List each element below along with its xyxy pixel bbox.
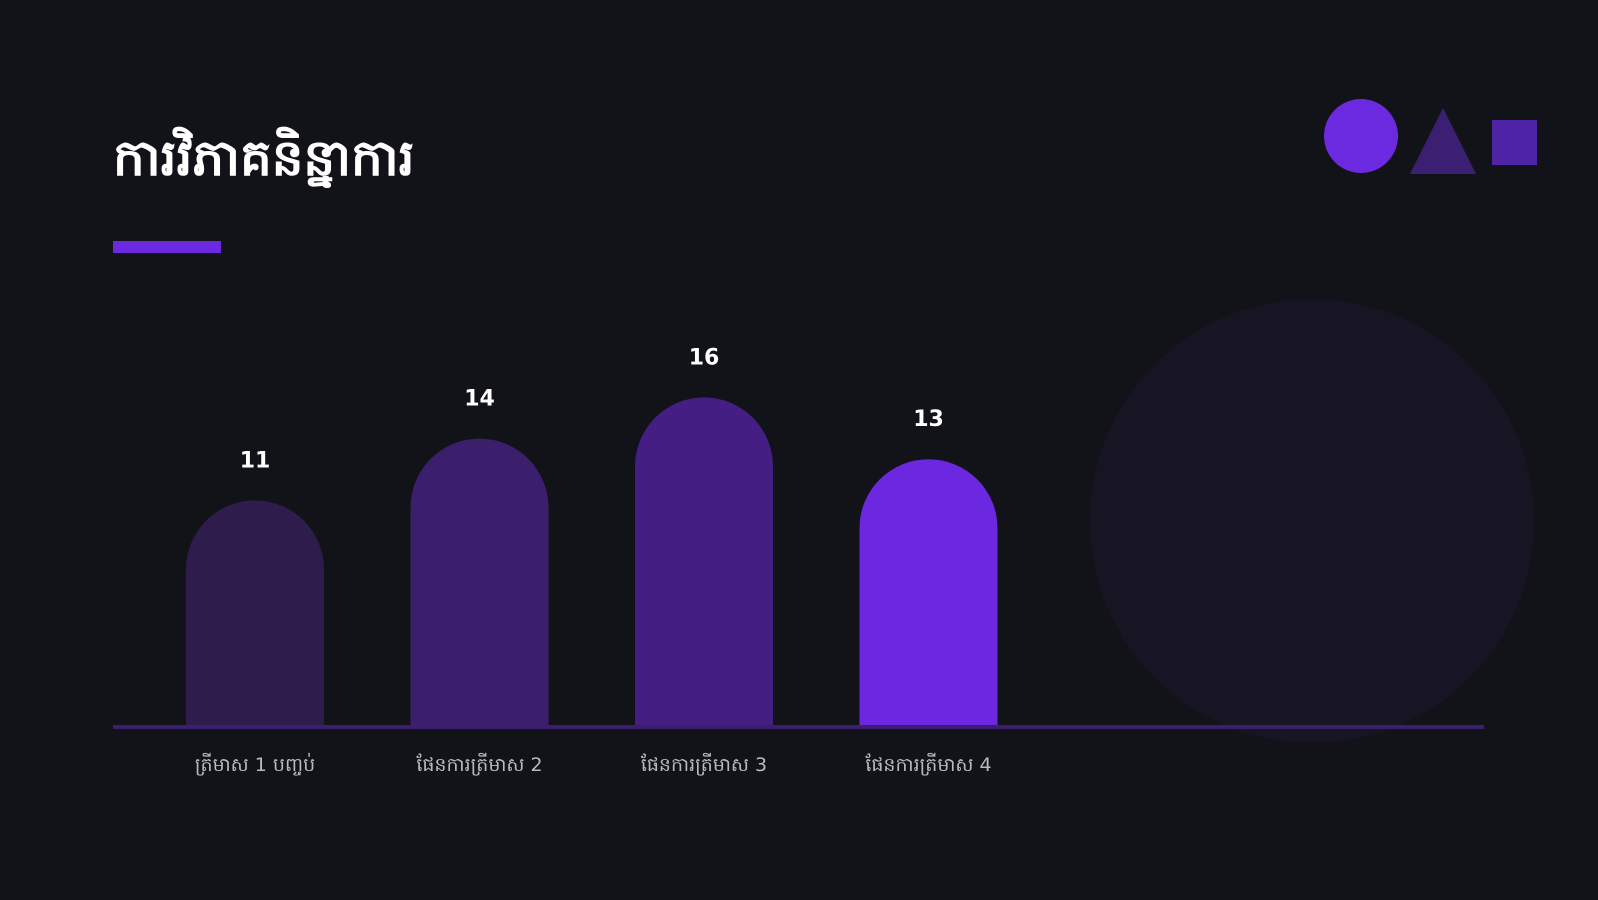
circle-icon xyxy=(1324,99,1398,173)
triangle-icon xyxy=(1410,108,1476,174)
bar-3 xyxy=(635,397,773,727)
bar-1 xyxy=(186,500,324,727)
square-icon xyxy=(1492,120,1537,165)
value-label-4: 13 xyxy=(913,407,944,432)
value-label-3: 16 xyxy=(689,345,720,370)
category-label-2: ផែនការត្រីមាស 2 xyxy=(416,752,542,776)
background-circle xyxy=(1090,299,1534,743)
page-title: ការវិភាគនិន្នាការ xyxy=(113,128,415,187)
value-label-1: 11 xyxy=(240,448,271,473)
bar-2 xyxy=(410,438,549,727)
value-label-2: 14 xyxy=(464,387,495,412)
title-underline xyxy=(113,241,221,253)
category-label-4: ផែនការត្រីមាស 4 xyxy=(865,752,991,776)
decorative-shapes xyxy=(1324,99,1537,174)
category-label-1: ត្រីមាស 1 បញ្ចប់ xyxy=(195,752,315,776)
bar-4 xyxy=(859,459,998,727)
category-label-3: ផែនការត្រីមាស 3 xyxy=(641,752,767,776)
